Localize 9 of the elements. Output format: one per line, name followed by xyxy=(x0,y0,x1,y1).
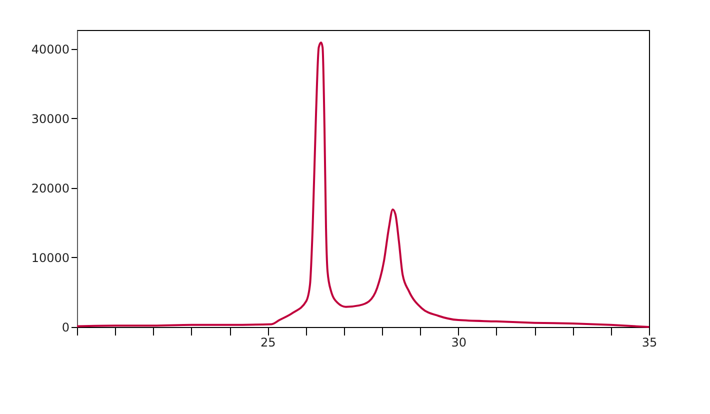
y-tick-label: 40000 xyxy=(31,42,70,56)
y-tick-label: 30000 xyxy=(31,112,70,126)
y-tick-label: 20000 xyxy=(31,181,70,196)
x-tick-label: 30 xyxy=(451,336,466,350)
x-tick-label: 25 xyxy=(260,336,276,350)
x-tick-label: 35 xyxy=(642,336,658,350)
y-tick-label: 10000 xyxy=(31,250,70,265)
y-tick-label: 0 xyxy=(62,320,70,334)
line-series xyxy=(76,42,650,328)
